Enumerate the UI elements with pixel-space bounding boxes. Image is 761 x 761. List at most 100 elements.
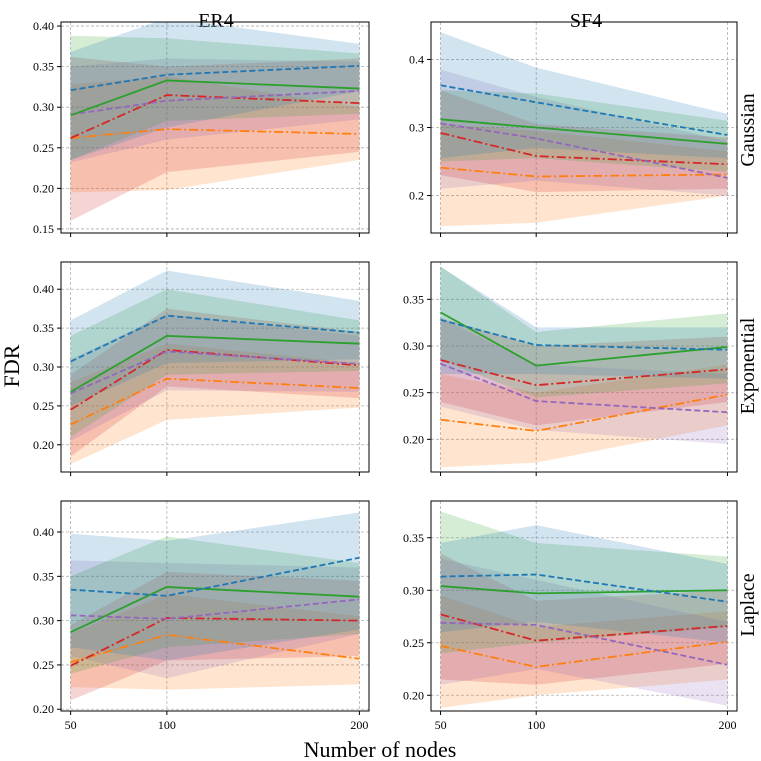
line-blue	[440, 84, 728, 136]
band-purple	[440, 558, 728, 706]
line-orange	[440, 166, 728, 178]
band-red	[70, 571, 360, 701]
y-tick-label: 0.30	[33, 614, 54, 628]
y-tick-label: 0.15	[33, 222, 54, 236]
line-red	[70, 617, 360, 667]
line-orange	[70, 377, 360, 426]
axes-frame	[60, 500, 370, 712]
band-red	[70, 56, 360, 221]
y-tick-label: 0.25	[403, 636, 424, 650]
subplot-grid: 0.150.200.250.300.350.400.20.30.40.200.2…	[33, 19, 738, 732]
line-green	[440, 585, 728, 595]
y-tick-label: 0.25	[403, 386, 424, 400]
column-title-er4: ER4	[198, 10, 234, 32]
x-axis-label: Number of nodes	[304, 737, 457, 761]
line-green	[70, 586, 360, 633]
band-blue	[440, 266, 728, 379]
band-orange	[70, 76, 360, 193]
axes-frame	[430, 261, 738, 473]
y-tick-label: 0.20	[33, 702, 54, 716]
line-red	[70, 94, 360, 139]
x-tick-label: 100	[527, 718, 545, 732]
band-purple	[440, 318, 728, 444]
line-blue	[70, 314, 360, 363]
y-tick-label: 0.40	[33, 525, 54, 539]
y-tick-label: 0.25	[33, 658, 54, 672]
line-orange	[440, 393, 728, 432]
y-tick-label: 0.30	[33, 360, 54, 374]
x-tick-label: 200	[350, 718, 368, 732]
data-layer	[70, 512, 360, 701]
y-tick-label: 0.35	[403, 531, 424, 545]
y-axis-label: FDR	[0, 344, 24, 387]
line-blue	[70, 556, 360, 597]
band-blue	[440, 32, 728, 159]
column-title-sf4: SF4	[570, 10, 602, 32]
line-purple	[440, 621, 728, 666]
y-tick-label: 0.25	[33, 399, 54, 413]
line-red	[440, 132, 728, 166]
y-tick-label: 0.35	[33, 60, 54, 74]
band-red	[70, 308, 360, 457]
panel-sf4-exponential: 0.20 0.25 0.30 0.35	[403, 261, 738, 476]
row-title-exponential: Exponential	[737, 317, 759, 414]
y-tick-label: 0.3	[409, 121, 424, 135]
panel-er4-laplace: 0.20 0.25 0.30 0.35 0.40 50 100 200	[33, 500, 370, 732]
line-green	[440, 118, 728, 145]
panel-er4-gaussian: 0.15 0.20 0.25 0.30 0.35 0.40	[33, 19, 370, 237]
line-orange	[70, 633, 360, 664]
y-tick-label: 0.4	[409, 52, 424, 66]
line-orange	[440, 640, 728, 668]
band-green	[440, 266, 728, 398]
row-title-gaussian: Gaussian	[737, 93, 759, 166]
data-layer	[70, 270, 360, 465]
band-orange	[440, 595, 728, 708]
line-red	[440, 359, 728, 387]
band-orange	[70, 343, 360, 465]
panel-er4-exponential: 0.20 0.25 0.30 0.35 0.40	[33, 261, 370, 476]
x-tick-label: 100	[158, 718, 176, 732]
line-blue	[70, 64, 360, 92]
y-tick-label: 0.40	[33, 282, 54, 296]
y-tick-label: 0.20	[33, 181, 54, 195]
data-layer	[440, 511, 728, 708]
y-tick-label: 0.35	[33, 321, 54, 335]
y-tick-label: 0.35	[403, 292, 424, 306]
line-purple	[440, 362, 728, 414]
line-orange	[70, 128, 360, 139]
y-tick-label: 0.20	[403, 688, 424, 702]
axes-frame	[60, 21, 370, 234]
x-tick-label: 50	[65, 718, 77, 732]
y-tick-label: 0.20	[403, 432, 424, 446]
band-blue	[70, 22, 360, 160]
y-tick-label: 0.30	[403, 339, 424, 353]
line-red	[70, 348, 360, 411]
y-tick-label: 0.35	[33, 569, 54, 583]
data-layer	[70, 22, 360, 221]
band-purple	[70, 58, 360, 163]
line-blue	[440, 318, 728, 351]
line-purple	[440, 122, 728, 179]
x-tick-label: 50	[435, 718, 447, 732]
panel-sf4-gaussian: 0.2 0.3 0.4	[409, 21, 738, 237]
y-tick-label: 0.20	[33, 438, 54, 452]
band-red	[440, 90, 728, 193]
axes-frame	[430, 500, 738, 712]
band-purple	[440, 69, 728, 196]
data-layer	[440, 32, 728, 227]
band-green	[70, 536, 360, 674]
band-purple	[70, 314, 360, 441]
line-green	[70, 79, 360, 117]
band-red	[440, 553, 728, 685]
line-green	[440, 311, 728, 367]
band-blue	[440, 525, 728, 643]
y-tick-label: 0.25	[33, 141, 54, 155]
panel-sf4-laplace: 0.20 0.25 0.30 0.35 50 100 200	[403, 500, 738, 732]
line-purple	[70, 90, 360, 116]
data-layer	[440, 266, 728, 468]
line-green	[70, 334, 360, 393]
x-tick-label: 200	[718, 718, 736, 732]
y-tick-label: 0.30	[33, 100, 54, 114]
y-tick-label: 0.40	[33, 19, 54, 33]
